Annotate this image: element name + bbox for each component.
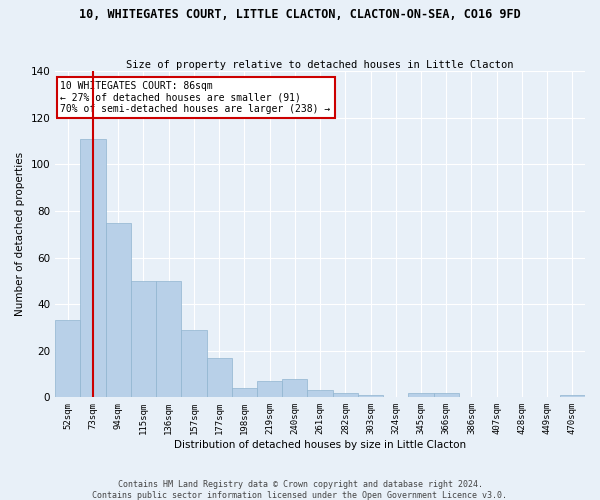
Text: 10 WHITEGATES COURT: 86sqm
← 27% of detached houses are smaller (91)
70% of semi: 10 WHITEGATES COURT: 86sqm ← 27% of deta… xyxy=(61,81,331,114)
Bar xyxy=(55,320,80,398)
Bar xyxy=(560,395,585,398)
Bar xyxy=(106,222,131,398)
Bar xyxy=(282,378,307,398)
Bar xyxy=(257,381,282,398)
Bar xyxy=(232,388,257,398)
Title: Size of property relative to detached houses in Little Clacton: Size of property relative to detached ho… xyxy=(127,60,514,70)
Bar xyxy=(332,392,358,398)
Bar xyxy=(358,395,383,398)
Y-axis label: Number of detached properties: Number of detached properties xyxy=(15,152,25,316)
X-axis label: Distribution of detached houses by size in Little Clacton: Distribution of detached houses by size … xyxy=(174,440,466,450)
Bar xyxy=(181,330,206,398)
Bar xyxy=(409,392,434,398)
Bar xyxy=(80,139,106,398)
Bar xyxy=(206,358,232,398)
Text: 10, WHITEGATES COURT, LITTLE CLACTON, CLACTON-ON-SEA, CO16 9FD: 10, WHITEGATES COURT, LITTLE CLACTON, CL… xyxy=(79,8,521,20)
Bar xyxy=(307,390,332,398)
Bar xyxy=(131,281,156,398)
Bar xyxy=(434,392,459,398)
Text: Contains HM Land Registry data © Crown copyright and database right 2024.
Contai: Contains HM Land Registry data © Crown c… xyxy=(92,480,508,500)
Bar xyxy=(156,281,181,398)
